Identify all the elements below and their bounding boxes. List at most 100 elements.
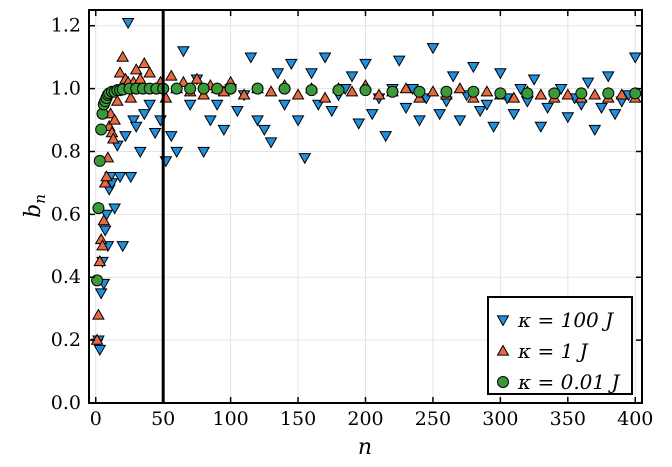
y-tick-label: 1.0 [51,78,81,100]
data-point [116,241,130,253]
data-point [211,82,224,95]
data-point [108,203,121,215]
x-tick-label: 150 [280,408,316,430]
y-axis-label-main: b [21,204,46,218]
data-point [93,154,106,167]
legend-label: κ = 100 J [517,308,614,332]
data-point [98,225,112,237]
data-point [98,176,112,188]
data-point [116,50,130,62]
data-point [127,115,140,127]
legend-label: κ = 1 J [517,339,589,363]
x-tick-label: 100 [212,408,248,430]
data-point [467,61,480,74]
data-point [284,58,298,70]
data-point [352,118,366,130]
data-point [473,105,487,118]
data-point [92,308,105,320]
y-tick-label: 0.2 [51,329,81,351]
x-tick-label: 350 [550,408,586,430]
data-point [359,58,372,70]
data-point [433,109,447,121]
legend: κ = 100 J κ = 1 J κ = 0.01 J [487,296,633,395]
data-point [426,43,440,55]
x-tick-label: 50 [151,408,175,430]
data-point [453,115,467,127]
x-axis-label: n [358,435,372,460]
data-point [386,85,399,98]
y-tick-label: 0.6 [51,203,81,225]
data-point [121,17,135,30]
data-point [480,99,494,111]
data-point [332,84,345,97]
data-point [628,52,642,64]
x-tick-label: 200 [347,408,383,430]
data-point [534,88,548,100]
axis-ticks [89,10,642,404]
data-point [318,91,332,103]
data-point [548,87,561,100]
data-point [129,121,143,133]
data-point [487,121,500,133]
data-point [575,87,588,100]
legend-marker [497,376,509,388]
data-point [95,123,108,136]
data-point [257,124,271,136]
data-point [318,52,332,64]
data-point [541,102,554,114]
data-point [190,72,204,84]
data-point [244,52,258,64]
data-point [629,87,642,100]
data-points [90,17,642,357]
data-point [413,115,426,127]
data-point [305,68,318,80]
data-point [507,91,521,103]
data-point [561,88,575,100]
data-point [100,170,113,182]
series-2 [91,82,642,287]
tick-labels: 0 50 100 150 200 250 300 350 400 0.0 0.2 0.4 0.6 0.8 1… [51,15,654,430]
data-point [113,172,127,184]
data-point [588,88,602,100]
data-point [601,71,615,83]
data-point [170,82,183,95]
data-point [480,85,494,97]
x-tick-label: 300 [482,408,518,430]
data-point [94,288,108,300]
data-point [527,74,541,86]
data-point [224,82,237,95]
data-point [148,127,162,140]
data-point [399,102,413,114]
legend-box [487,296,633,395]
data-point [129,63,143,75]
data-point [97,214,111,226]
data-point [615,88,629,100]
data-point [133,146,147,158]
legend-items: κ = 100 J κ = 1 J κ = 0.01 J [496,308,620,394]
data-point [561,112,575,124]
data-point [264,85,278,97]
data-point [210,99,224,111]
data-point [183,99,197,111]
y-tick-label: 1.2 [51,15,81,37]
data-point [440,85,453,98]
y-tick-label: 0.4 [51,266,81,288]
y-axis-label-subscript: n [31,194,49,204]
data-point [507,109,521,121]
data-point [237,88,251,100]
y-tick-label: 0.0 [51,392,81,414]
data-point [588,124,602,136]
data-point [608,109,622,121]
data-point [197,82,210,95]
data-point [143,66,157,78]
data-point [453,82,467,94]
data-point [137,109,151,121]
data-point [106,132,120,144]
data-point [345,71,359,83]
data-point [291,115,305,127]
data-point [399,82,413,94]
data-point [184,82,197,95]
data-point [251,115,264,127]
y-tick-label: 0.8 [51,140,81,162]
data-point [325,105,339,118]
